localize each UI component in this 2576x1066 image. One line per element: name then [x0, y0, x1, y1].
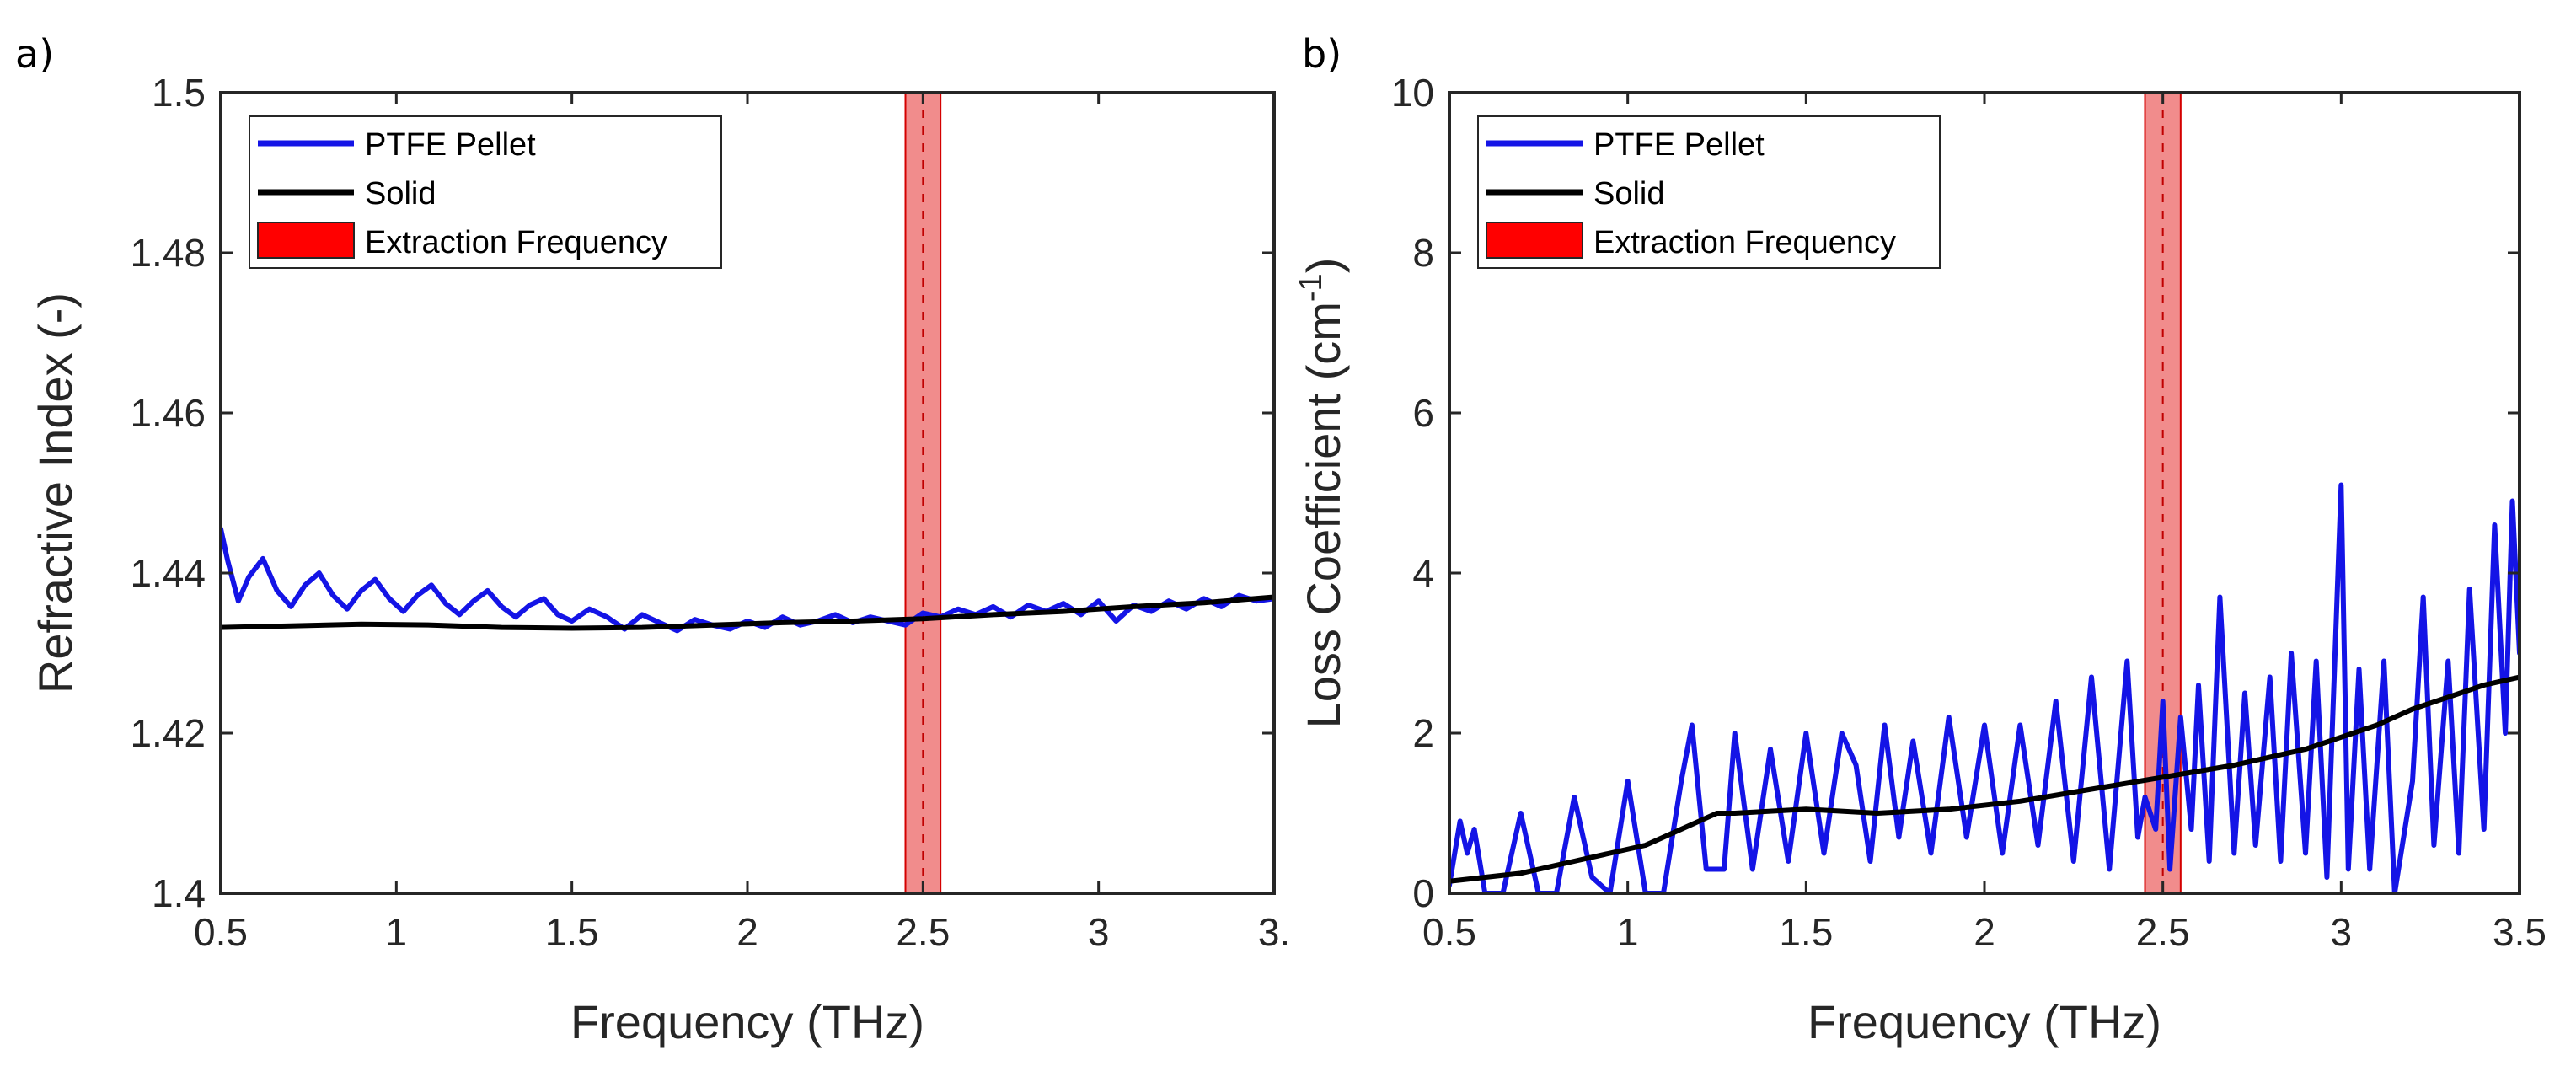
legend-swatch-extraction-frequency: [257, 222, 355, 259]
panel-b-x-tick-label: 1: [1617, 910, 1639, 954]
panel-a-x-axis-label: Frequency (THz): [570, 995, 924, 1048]
panel-a-x-tick-label: 2: [736, 910, 758, 954]
panel-b-x-tick-label: 3.5: [2493, 910, 2547, 954]
panel-a-y-tick-label: 1.48: [130, 231, 206, 275]
panel-a-series-solid: [221, 594, 1274, 631]
panel-a-x-tick-label: 2.5: [896, 910, 950, 954]
panel-b-series-solid: [1449, 674, 2520, 884]
panel-b-x-tick-label: 2: [1974, 910, 1995, 954]
panel-a-x-tick-label: 1: [386, 910, 408, 954]
panel-b-chart: b) 0.5 1 1.5 2 2.5 3 3.5 0 2 4 6 8 10 Frequency (THz…: [1293, 31, 2547, 1048]
panel-b-y-tick-label: 4: [1412, 551, 1434, 595]
panel-b-y-axis-label-superscript: -1: [1293, 273, 1329, 302]
legend-label-ptfe-pellet: PTFE Pellet: [1593, 127, 1765, 163]
legend-label-extraction-frequency: Extraction Frequency: [365, 225, 667, 260]
legend-label-ptfe-pellet: PTFE Pellet: [365, 127, 536, 163]
panel-a-y-tick-label: 1.4: [152, 871, 206, 915]
panel-b-y-tick-label: 2: [1412, 711, 1434, 755]
panel-a-x-tick-label: 3: [1088, 910, 1110, 954]
legend-label-solid: Solid: [1593, 176, 1665, 212]
panel-b-y-tick-label: 6: [1412, 391, 1434, 435]
panel-a-label: a): [15, 31, 54, 77]
panel-b-x-tick-label: 2.5: [2136, 910, 2190, 954]
panel-b-series-ptfe-pellet: [1449, 482, 2520, 893]
panel-b-y-tick-label: 0: [1412, 871, 1434, 915]
panel-b-y-axis-label: Loss Coefficient (cm-1): [1293, 258, 1350, 729]
panel-a-x-tick-label: 1.5: [545, 910, 599, 954]
panel-a-x-tick-label: 3.: [1258, 910, 1290, 954]
panel-b-x-tick-label: 0.5: [1422, 910, 1476, 954]
panel-b-legend: PTFE Pellet Solid Extraction Frequency: [1477, 115, 1941, 269]
panel-b-x-axis-label: Frequency (THz): [1807, 995, 2161, 1048]
panel-a-y-tick-label: 1.5: [152, 71, 206, 115]
panel-a-y-tick-label: 1.42: [130, 711, 206, 755]
panel-a-y-axis-label: Refractive Index (-): [29, 292, 82, 694]
panel-b-y-axis-label-end: ): [1297, 258, 1350, 274]
panel-b-y-axis-label-main: Loss Coefficient (cm: [1297, 302, 1350, 728]
panel-a-y-tick-label: 1.44: [130, 551, 206, 595]
panel-a-legend: PTFE Pellet Solid Extraction Frequency: [249, 115, 722, 269]
panel-a-extraction-frequency-band: [904, 93, 942, 893]
panel-b-y-tick-label: 10: [1391, 71, 1434, 115]
panel-a-x-tick-label: 0.5: [194, 910, 248, 954]
legend-label-extraction-frequency: Extraction Frequency: [1593, 225, 1896, 260]
panel-b-y-tick-label: 8: [1412, 231, 1434, 275]
panel-a-series-ptfe-pellet: [221, 526, 1274, 634]
panel-b-x-tick-label: 3: [2331, 910, 2353, 954]
panel-b-label: b): [1302, 31, 1342, 77]
legend-label-solid: Solid: [365, 176, 436, 212]
panel-a-chart: a) 0.5 1 1.5 2 2.5 3 3.1.41.421.441.461.481.5 …: [15, 31, 1290, 1048]
panel-b-x-tick-label: 1.5: [1779, 910, 1833, 954]
legend-swatch-extraction-frequency: [1486, 222, 1583, 259]
panel-a-y-tick-label: 1.46: [130, 391, 206, 435]
